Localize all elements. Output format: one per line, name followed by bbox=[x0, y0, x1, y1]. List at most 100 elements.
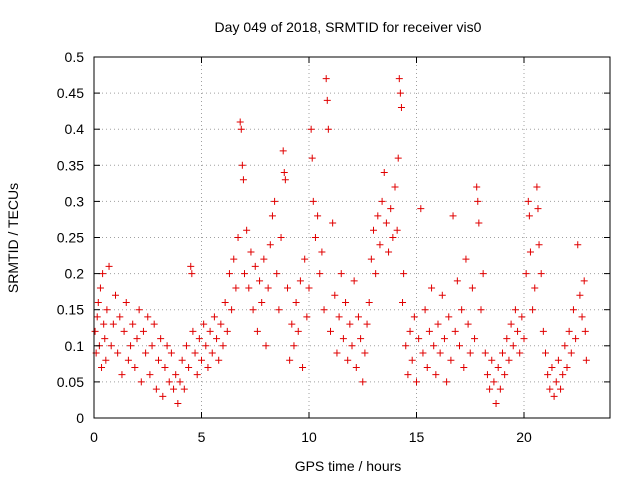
data-point bbox=[256, 277, 264, 285]
data-point bbox=[174, 400, 182, 408]
data-point bbox=[195, 335, 203, 343]
data-point bbox=[159, 392, 167, 400]
data-point bbox=[483, 371, 491, 379]
x-tick-label: 15 bbox=[409, 429, 425, 445]
data-point bbox=[522, 270, 530, 278]
data-point bbox=[367, 255, 375, 263]
data-point bbox=[185, 363, 193, 371]
data-point bbox=[288, 320, 296, 328]
x-tick-label: 20 bbox=[516, 429, 532, 445]
data-point bbox=[109, 320, 117, 328]
data-point bbox=[281, 176, 289, 184]
y-tick-label: 0.1 bbox=[65, 338, 85, 354]
data-point bbox=[170, 385, 178, 393]
data-point bbox=[139, 327, 147, 335]
data-point bbox=[239, 176, 247, 184]
data-point bbox=[531, 284, 539, 292]
data-point bbox=[253, 327, 261, 335]
data-point bbox=[466, 349, 474, 357]
data-point bbox=[486, 385, 494, 393]
data-point bbox=[294, 327, 302, 335]
data-point bbox=[468, 284, 476, 292]
data-point bbox=[161, 363, 169, 371]
grid-lines bbox=[94, 57, 610, 418]
data-point bbox=[333, 349, 341, 357]
data-point bbox=[357, 335, 365, 343]
data-point bbox=[234, 234, 242, 241]
data-point bbox=[107, 342, 115, 350]
data-point bbox=[213, 335, 221, 343]
data-point bbox=[137, 378, 145, 386]
data-point bbox=[524, 197, 532, 205]
data-point bbox=[105, 262, 113, 270]
data-point bbox=[286, 356, 294, 364]
plot-frame bbox=[93, 56, 611, 419]
data-point bbox=[393, 226, 401, 234]
data-point bbox=[518, 313, 526, 321]
data-point bbox=[533, 183, 541, 191]
data-point bbox=[200, 320, 208, 328]
data-point bbox=[507, 320, 515, 328]
data-point bbox=[94, 298, 102, 306]
data-point bbox=[241, 270, 248, 278]
data-point bbox=[280, 169, 288, 177]
data-point bbox=[167, 349, 175, 357]
data-point bbox=[314, 212, 322, 220]
data-point bbox=[180, 385, 188, 393]
x-tick-label: 0 bbox=[90, 429, 98, 445]
y-tick-label: 0.15 bbox=[57, 302, 84, 318]
data-point bbox=[399, 298, 407, 306]
data-point bbox=[206, 327, 214, 335]
data-point bbox=[445, 313, 453, 321]
data-point bbox=[178, 356, 186, 364]
data-point bbox=[268, 212, 276, 220]
data-point bbox=[406, 327, 414, 335]
y-axis-label: SRMTID / TECUs bbox=[5, 183, 21, 293]
data-point bbox=[464, 320, 472, 328]
data-point bbox=[499, 349, 506, 357]
data-point bbox=[307, 125, 315, 133]
data-point bbox=[374, 212, 382, 220]
data-point bbox=[397, 104, 405, 112]
data-point bbox=[275, 306, 283, 314]
data-point bbox=[436, 349, 444, 357]
data-point bbox=[316, 270, 324, 278]
data-point bbox=[323, 96, 331, 104]
data-point bbox=[142, 349, 150, 357]
data-point bbox=[98, 363, 106, 371]
data-point bbox=[525, 212, 533, 220]
y-tick-label: 0 bbox=[76, 410, 84, 426]
y-tick-label: 0.5 bbox=[65, 49, 85, 65]
data-point bbox=[157, 335, 165, 343]
data-point bbox=[385, 248, 393, 256]
data-point bbox=[324, 125, 332, 133]
data-point bbox=[339, 335, 347, 343]
data-point bbox=[389, 234, 397, 241]
data-point bbox=[251, 262, 259, 270]
data-point bbox=[492, 400, 500, 408]
data-point bbox=[408, 356, 416, 364]
data-point bbox=[296, 277, 304, 285]
data-point bbox=[378, 197, 386, 205]
data-point bbox=[505, 356, 513, 364]
data-point bbox=[387, 205, 395, 213]
data-point bbox=[292, 298, 300, 306]
y-tick-label: 0.45 bbox=[57, 85, 84, 101]
data-point bbox=[273, 270, 281, 278]
y-tick-label: 0.25 bbox=[57, 230, 84, 246]
data-point bbox=[191, 349, 199, 357]
data-point bbox=[554, 356, 562, 364]
data-point bbox=[290, 342, 298, 350]
data-point bbox=[520, 335, 528, 343]
data-point bbox=[210, 313, 218, 321]
data-point bbox=[122, 298, 130, 306]
data-point bbox=[494, 363, 502, 371]
data-point bbox=[481, 349, 489, 357]
data-point bbox=[447, 356, 455, 364]
data-point bbox=[264, 284, 272, 292]
data-point bbox=[539, 327, 547, 335]
data-point bbox=[359, 378, 367, 386]
data-point bbox=[479, 270, 487, 278]
data-point bbox=[215, 356, 223, 364]
data-point bbox=[380, 169, 388, 177]
